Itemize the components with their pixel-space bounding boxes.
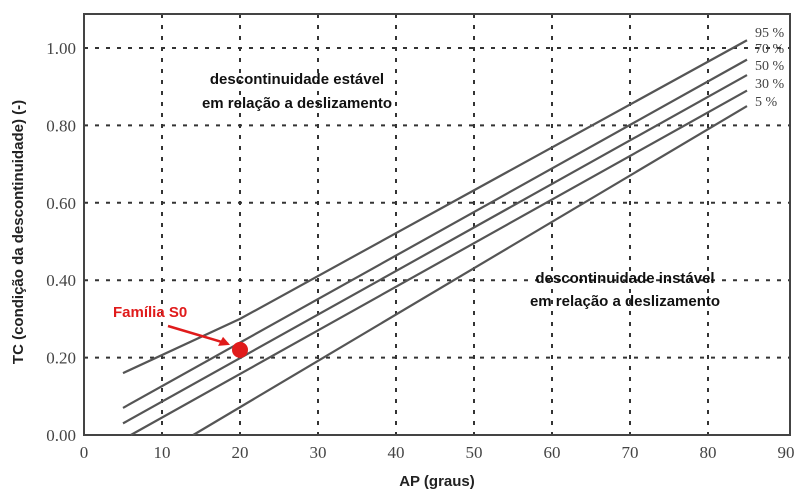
y-tick-labels: 0.00 0.20 0.40 0.60 0.80 1.00: [46, 39, 76, 445]
curve-5-percent: [192, 105, 748, 436]
x-tick-label: 60: [544, 443, 561, 462]
x-tick-label: 30: [310, 443, 327, 462]
x-tick-label: 40: [388, 443, 405, 462]
x-tick-label: 90: [778, 443, 795, 462]
x-tick-label: 80: [700, 443, 717, 462]
marker-group: [167, 324, 248, 358]
grid: [84, 14, 790, 435]
x-tick-label: 50: [466, 443, 483, 462]
curve-label: 50 %: [755, 59, 785, 74]
marker-arrow-line: [167, 324, 229, 346]
x-tick-label: 10: [154, 443, 171, 462]
plot-frame: [83, 13, 791, 436]
curve-70-percent: [122, 58, 748, 409]
y-tick-label: 0.20: [46, 349, 76, 368]
curve-labels: 95 %70 % 50 % 30 % 5 %: [755, 26, 785, 110]
y-tick-label: 0.80: [46, 116, 76, 135]
region-stable-line1: descontinuidade estável: [210, 71, 384, 88]
region-stable-line2: em relação a deslizamento: [202, 95, 392, 112]
y-tick-label: 1.00: [46, 39, 76, 58]
y-tick-label: 0.40: [46, 271, 76, 290]
y-tick-label: 0.00: [46, 426, 76, 445]
curve-30-percent: [130, 89, 748, 436]
marker-point: [232, 341, 248, 358]
curve-50-percent: [122, 74, 748, 425]
curve-label: 5 %: [755, 95, 778, 110]
region-unstable-line2: em relação a deslizamento: [530, 293, 720, 310]
x-tick-label: 70: [622, 443, 639, 462]
x-tick-label: 20: [232, 443, 249, 462]
y-axis-label: TC (condição da descontinuidade) (-): [10, 100, 27, 364]
y-tick-label: 0.60: [46, 194, 76, 213]
curves: [122, 39, 748, 436]
marker-arrow-head: [218, 336, 230, 346]
curve-label: 30 %: [755, 77, 785, 92]
curve-label: 95 %: [755, 26, 785, 41]
curve-label: 70 %: [755, 42, 785, 57]
marker-label: Família S0: [113, 304, 187, 321]
x-tick-label: 0: [80, 443, 89, 462]
x-tick-labels: 0 10 20 30 40 50 60 70 80 90: [80, 443, 795, 462]
curve-95-percent: [122, 39, 748, 375]
x-axis-label: AP (graus): [399, 473, 475, 490]
region-unstable-line1: descontinuidade instável: [535, 270, 714, 287]
